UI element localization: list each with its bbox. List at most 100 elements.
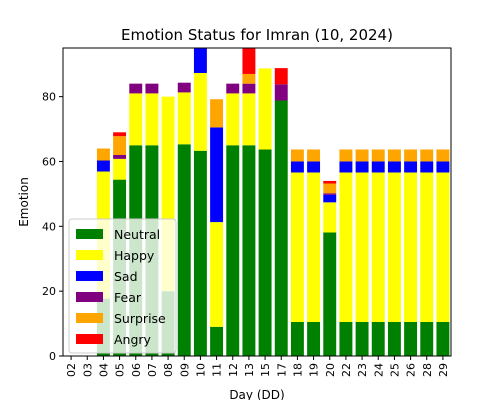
legend-label-fear: Fear xyxy=(114,290,142,305)
x-tick-label: 19 xyxy=(308,363,321,377)
bar-sad-28 xyxy=(420,161,434,173)
x-tick-label: 10 xyxy=(194,363,207,377)
bar-surprise-22 xyxy=(339,149,353,162)
legend: Neutral Happy Sad Fear Surprise Angry xyxy=(68,218,177,354)
plot-frame xyxy=(62,47,452,357)
bar-sad-04 xyxy=(96,160,110,172)
bar-angry-05 xyxy=(113,132,127,137)
x-tick-label: 04 xyxy=(97,363,110,377)
bar-surprise-23 xyxy=(355,149,369,162)
x-tick-label: 15 xyxy=(259,363,272,377)
axes-group: 0 20 40 60 80 02 03 04 05 06 07 08 09 10 11 12 13 15 17 18 1… xyxy=(42,47,452,377)
bar-fear-09 xyxy=(177,82,191,93)
bar-neutral-19 xyxy=(307,321,321,356)
x-tick-label: 09 xyxy=(178,363,191,377)
bar-happy-22 xyxy=(339,172,353,322)
legend-label-angry: Angry xyxy=(114,332,152,347)
bar-happy-12 xyxy=(226,93,240,146)
x-tick-label: 28 xyxy=(421,363,434,377)
bar-happy-19 xyxy=(307,172,321,322)
bar-surprise-11 xyxy=(210,99,224,128)
bar-angry-13 xyxy=(242,48,256,74)
x-tick-label: 03 xyxy=(81,363,94,377)
x-tick-label: 17 xyxy=(275,363,288,377)
bar-surprise-18 xyxy=(290,149,304,162)
legend-label-happy: Happy xyxy=(114,248,155,263)
bar-surprise-19 xyxy=(307,149,321,162)
legend-swatch-sad xyxy=(76,271,103,281)
chart-title: Emotion Status for Imran (10, 2024) xyxy=(121,26,393,44)
bar-fear-07 xyxy=(145,83,159,94)
bar-neutral-23 xyxy=(355,321,369,356)
bar-sad-20 xyxy=(323,194,337,203)
legend-swatch-angry xyxy=(76,334,103,344)
x-tick-label: 22 xyxy=(340,363,353,377)
x-tick-label: 18 xyxy=(291,363,304,377)
x-tick-label: 05 xyxy=(114,363,127,377)
bar-sad-26 xyxy=(404,161,418,173)
bar-angry-17 xyxy=(274,68,288,85)
x-tick-label: 07 xyxy=(146,363,159,377)
bar-happy-23 xyxy=(355,172,369,322)
bar-neutral-25 xyxy=(387,321,401,356)
x-tick-label: 29 xyxy=(437,363,450,377)
bar-surprise-04 xyxy=(96,148,110,161)
bar-surprise-05 xyxy=(113,136,127,155)
bar-sad-22 xyxy=(339,161,353,173)
bar-surprise-20 xyxy=(323,183,337,194)
bar-happy-18 xyxy=(290,172,304,322)
bar-fear-13 xyxy=(242,83,256,94)
legend-label-sad: Sad xyxy=(114,269,138,284)
bar-neutral-17 xyxy=(274,100,288,356)
bar-fear-12 xyxy=(226,83,240,94)
bar-neutral-18 xyxy=(290,321,304,356)
bar-neutral-22 xyxy=(339,321,353,356)
bar-surprise-25 xyxy=(387,149,401,162)
x-tick-label: 08 xyxy=(162,363,175,377)
x-tick-label: 25 xyxy=(388,363,401,377)
bar-happy-24 xyxy=(371,172,385,322)
bar-sad-23 xyxy=(355,161,369,173)
bar-fear-17 xyxy=(274,84,288,101)
x-tick-label: 11 xyxy=(211,363,224,377)
bar-neutral-29 xyxy=(436,321,450,356)
x-tick-label: 26 xyxy=(405,363,418,377)
y-tick-label: 0 xyxy=(49,350,56,363)
bar-happy-28 xyxy=(420,172,434,322)
x-tick-label: 12 xyxy=(227,363,240,377)
y-tick-label: 60 xyxy=(42,155,56,168)
bar-surprise-13 xyxy=(242,73,256,84)
legend-swatch-happy xyxy=(76,250,103,260)
y-tick-label: 80 xyxy=(42,91,56,104)
bar-happy-13 xyxy=(242,93,256,146)
bar-sad-24 xyxy=(371,161,385,173)
bar-sad-25 xyxy=(387,161,401,173)
bar-fear-06 xyxy=(129,83,143,94)
y-tick-label: 20 xyxy=(42,285,56,298)
bar-happy-25 xyxy=(387,172,401,322)
bar-neutral-26 xyxy=(404,321,418,356)
x-tick-label: 20 xyxy=(324,363,337,377)
legend-swatch-fear xyxy=(76,292,103,302)
bar-sad-19 xyxy=(307,161,321,173)
x-tick-label: 06 xyxy=(130,363,143,377)
legend-swatch-surprise xyxy=(76,313,103,323)
bar-neutral-20 xyxy=(323,232,337,356)
bar-sad-10 xyxy=(193,48,207,73)
bar-surprise-29 xyxy=(436,149,450,162)
legend-label-neutral: Neutral xyxy=(114,227,160,242)
bar-sad-11 xyxy=(210,127,224,223)
x-tick-label: 23 xyxy=(356,363,369,377)
x-tick-label: 24 xyxy=(372,363,385,377)
bar-neutral-24 xyxy=(371,321,385,356)
x-tick-label: 02 xyxy=(65,363,78,377)
bar-sad-29 xyxy=(436,161,450,173)
bar-happy-07 xyxy=(145,93,159,146)
bar-happy-29 xyxy=(436,172,450,322)
bar-happy-09 xyxy=(177,92,191,145)
bar-happy-10 xyxy=(193,72,207,151)
bar-neutral-09 xyxy=(177,144,191,356)
bar-neutral-15 xyxy=(258,149,272,356)
legend-swatch-neutral xyxy=(76,229,103,239)
